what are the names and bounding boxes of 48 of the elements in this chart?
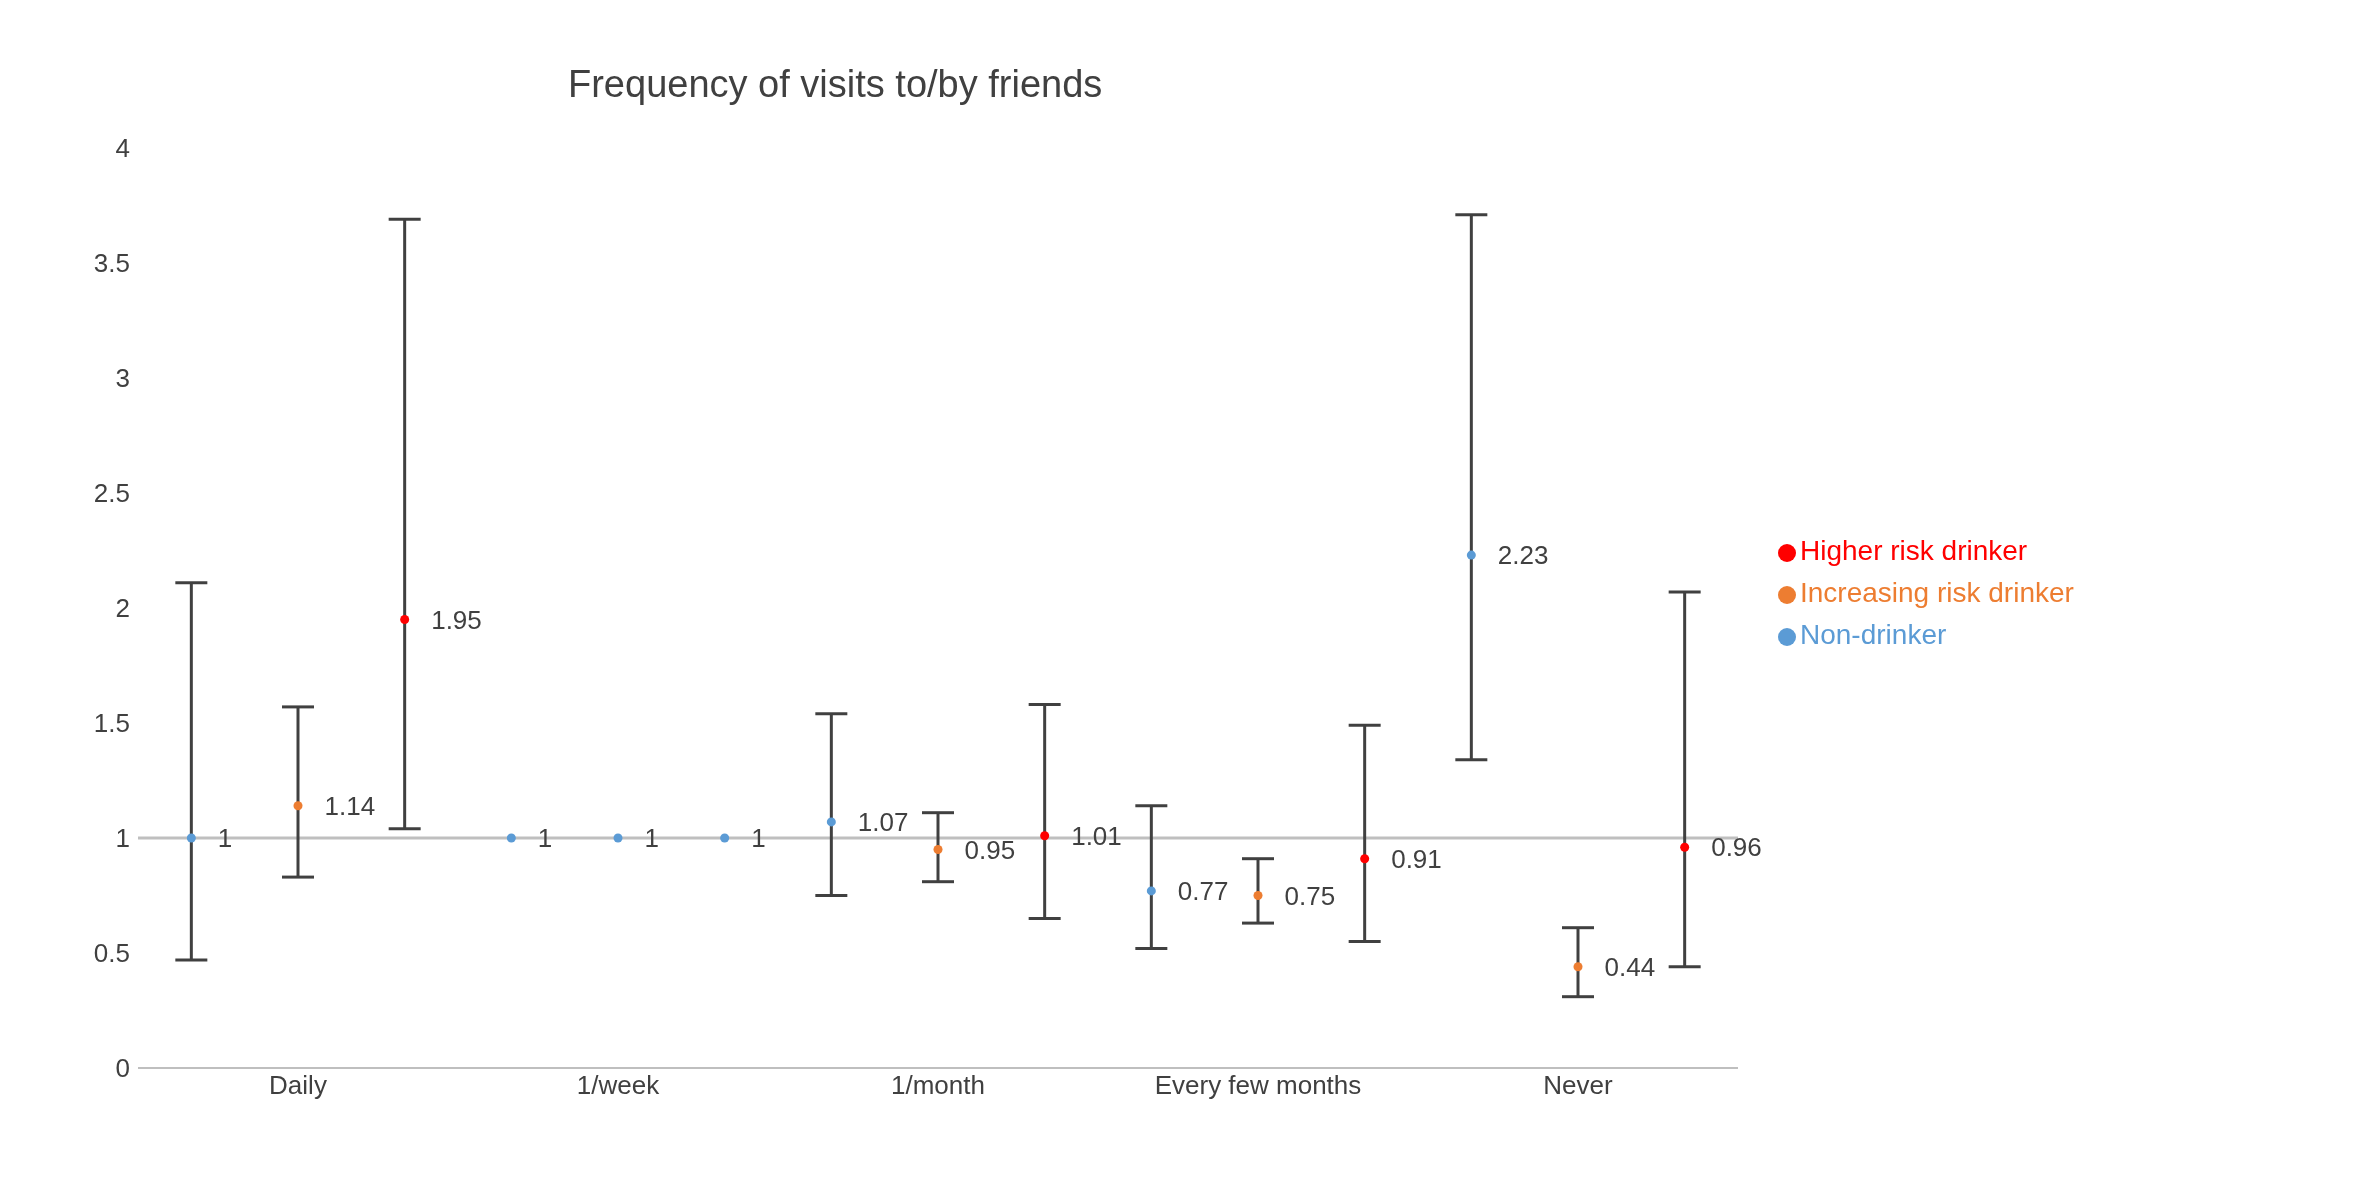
legend-label: Increasing risk drinker xyxy=(1800,577,2074,608)
y-tick-label: 3.5 xyxy=(93,248,130,279)
point xyxy=(826,817,836,827)
x-tick-label: Never xyxy=(1543,1070,1614,1101)
chart-title: Frequency of visits to/by friends xyxy=(568,63,1103,106)
data-label: 1 xyxy=(537,823,553,854)
data-label: 1.01 xyxy=(1071,820,1122,851)
data-label: 2.23 xyxy=(1497,540,1549,571)
legend-label: Higher risk drinker xyxy=(1800,535,2028,566)
data-label: 1.14 xyxy=(324,791,376,822)
x-tick-label: 1/week xyxy=(576,1070,661,1101)
x-tick-label: Daily xyxy=(269,1070,327,1101)
data-label: 0.44 xyxy=(1604,952,1656,983)
point xyxy=(933,844,943,855)
data-label: 0.95 xyxy=(964,834,1016,865)
data-label: 0.96 xyxy=(1711,832,1762,863)
y-tick-label: 3 xyxy=(115,363,130,394)
y-tick-label: 1 xyxy=(115,823,130,854)
point xyxy=(1040,831,1050,841)
data-label: 0.75 xyxy=(1284,880,1336,911)
point xyxy=(400,614,410,625)
point xyxy=(1573,962,1583,972)
point xyxy=(720,833,730,843)
point xyxy=(1360,854,1370,864)
point xyxy=(506,833,516,843)
point xyxy=(1466,550,1476,560)
data-label: 1.07 xyxy=(857,807,909,838)
y-tick-label: 2.5 xyxy=(93,478,130,509)
y-tick-label: 4 xyxy=(115,133,130,164)
y-tick-label: 2 xyxy=(115,593,130,624)
data-label: 1 xyxy=(751,823,766,854)
point xyxy=(293,801,303,811)
point xyxy=(613,833,623,843)
point xyxy=(1680,842,1690,852)
point xyxy=(186,833,196,843)
y-tick-label: 0 xyxy=(115,1053,130,1084)
point xyxy=(1146,886,1156,896)
data-label: 0.91 xyxy=(1391,843,1442,874)
data-label: 0.77 xyxy=(1177,876,1229,907)
data-label: 1 xyxy=(644,823,659,854)
data-label: 1.95 xyxy=(431,604,482,635)
x-tick-label: Every few months xyxy=(1154,1070,1362,1101)
y-tick-label: 1.5 xyxy=(93,708,130,739)
legend-label: Non-drinker xyxy=(1800,619,1947,650)
x-tick-label: 1/month xyxy=(891,1070,985,1101)
point xyxy=(1253,890,1263,901)
data-label: 1 xyxy=(217,823,233,854)
y-tick-label: 0.5 xyxy=(93,938,130,969)
